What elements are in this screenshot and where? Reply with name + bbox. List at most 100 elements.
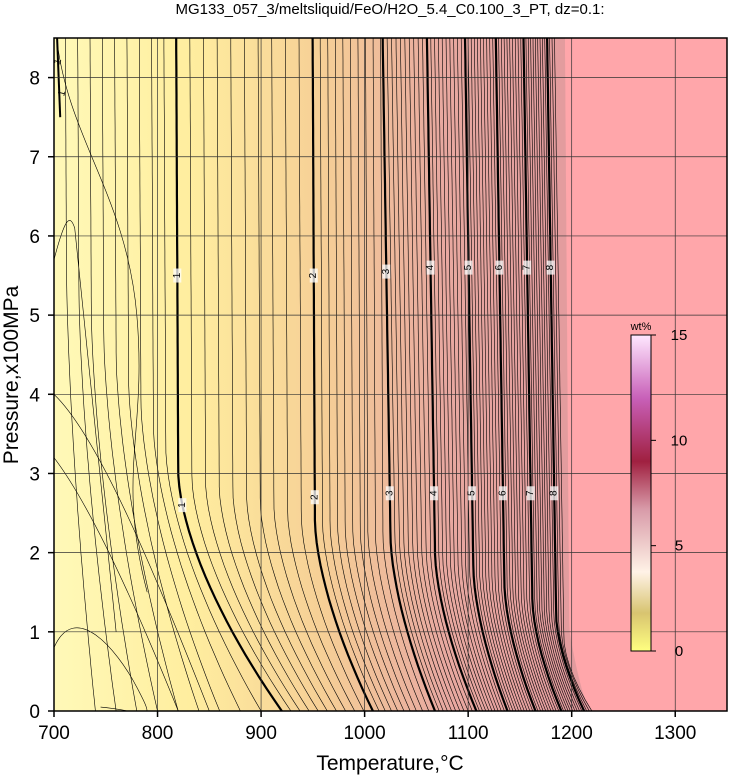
minor-contour-line: [257, 38, 337, 711]
minor-contour-line: [54, 457, 179, 711]
colorbar-unit: wt%: [630, 321, 652, 333]
contour-label-8: 8: [549, 490, 560, 496]
major-contour-2: [311, 38, 374, 711]
minor-contour-line: [114, 38, 179, 711]
contour-label-6: 6: [494, 264, 505, 270]
minor-contour-line: [520, 38, 560, 711]
minor-contours: [65, 38, 593, 711]
x-tick-label: 700: [38, 723, 70, 744]
chart-title: MG133_057_3/meltsliquid/FeO/H2O_5.4_C0.1…: [175, 1, 604, 18]
y-tick-label: 8: [29, 69, 40, 90]
contour-label-7: 7: [525, 490, 536, 496]
minor-contour-line: [372, 38, 423, 711]
major-contour-7: [522, 38, 563, 711]
minor-contour-line: [54, 220, 117, 632]
minor-contour-line: [438, 38, 487, 711]
minor-contour-line: [422, 38, 473, 711]
colorbar: wt% 0 5 10 15: [630, 321, 688, 660]
minor-contour-line: [77, 38, 117, 711]
minor-contour-line: [460, 38, 505, 711]
minor-contour-line: [189, 38, 292, 711]
contour-label-7: 7: [522, 264, 533, 270]
minor-contour-line: [319, 38, 380, 711]
minor-contour-line: [539, 38, 578, 711]
y-axis-title: Pressure,x100MPa: [0, 285, 23, 464]
colorbar-gradient: [630, 334, 652, 652]
minor-contour-line: [551, 38, 590, 711]
minor-contour-line: [486, 38, 528, 711]
contour-label-bg: [526, 486, 535, 501]
contour-label-bg: [523, 260, 532, 275]
minor-contour-line: [457, 38, 502, 711]
major-contour-8: [546, 38, 586, 711]
contour-label-1: 1: [172, 272, 183, 278]
x-tick-label: 900: [245, 723, 277, 744]
minor-contour-line: [470, 38, 514, 711]
minor-contour-line: [386, 38, 440, 711]
minor-contour-line: [365, 38, 417, 711]
minor-contour-line: [549, 38, 587, 711]
contour-label-6: 6: [497, 490, 508, 496]
y-tick-label: 6: [29, 227, 40, 248]
contour-label-bg: [173, 268, 182, 283]
contour-label-4: 4: [429, 490, 440, 496]
contour-label-bg: [385, 486, 394, 501]
contour-label-1: 1: [177, 502, 188, 508]
contour-label-bg: [382, 264, 391, 279]
minor-contour-line: [480, 38, 522, 711]
y-tick-label: 7: [29, 148, 40, 169]
minor-contour-line: [453, 38, 499, 711]
major-contour-5: [463, 38, 509, 711]
contour-label-bg: [178, 498, 187, 513]
contour-label-5: 5: [467, 490, 478, 496]
x-tick-label: 1100: [448, 723, 489, 744]
colorbar-tick-label: 0: [675, 643, 683, 660]
minor-contour-line: [489, 38, 531, 711]
contour-label-bg: [468, 486, 477, 501]
minor-contour-line: [357, 38, 411, 711]
minor-contour-line: [163, 38, 262, 711]
minor-contour-line: [525, 38, 564, 711]
x-axis-title: Temperature,°C: [316, 752, 463, 775]
minor-contour-line: [380, 38, 430, 711]
contour-label-bg: [310, 490, 319, 505]
minor-contour-line: [527, 38, 567, 711]
minor-contour-line: [544, 38, 583, 711]
contour-label-bg: [495, 260, 504, 275]
minor-contour-line: [517, 38, 557, 711]
minor-contour-line: [203, 38, 301, 711]
plot-frame: [53, 37, 728, 712]
minor-contour-line: [430, 38, 480, 711]
contour-label-8: 8: [545, 264, 556, 270]
minor-contour-line: [408, 38, 461, 711]
y-tick-label: 1: [29, 623, 40, 644]
minor-contour-line: [54, 627, 148, 711]
contour-label-bg: [498, 486, 507, 501]
minor-contour-line: [244, 38, 328, 711]
minor-contour-line: [54, 394, 210, 711]
y-tick-label: 0: [29, 702, 40, 723]
minor-contour-line: [285, 38, 355, 711]
contour-label-3: 3: [384, 490, 395, 496]
y-tick-label: 2: [29, 544, 40, 565]
minor-contour-line: [327, 38, 386, 711]
minor-contour-line: [151, 38, 241, 711]
minor-contour-line: [417, 38, 469, 711]
minor-contour-line: [506, 38, 547, 711]
minor-contour-line: [501, 38, 541, 711]
minor-contour-line: [537, 38, 576, 711]
contour-label-top-left: 1: [56, 89, 68, 98]
minor-contour-line: [404, 38, 456, 711]
minor-contour-line: [509, 38, 549, 711]
minor-contour-line: [532, 38, 571, 711]
x-axis-ticks: 700 800 900 1000 1100 1200 1300: [38, 711, 696, 744]
minor-contour-line: [230, 38, 319, 711]
minor-contour-line: [434, 38, 483, 711]
contour-label-bg: [550, 486, 559, 501]
contour-label-3: 3: [381, 268, 392, 274]
minor-contour-line: [512, 38, 552, 711]
major-contours: [175, 38, 586, 711]
contour-label-top-left: 1: [52, 57, 64, 66]
minor-contour-line: [477, 38, 519, 711]
colorbar-tick-label: 15: [671, 327, 688, 344]
